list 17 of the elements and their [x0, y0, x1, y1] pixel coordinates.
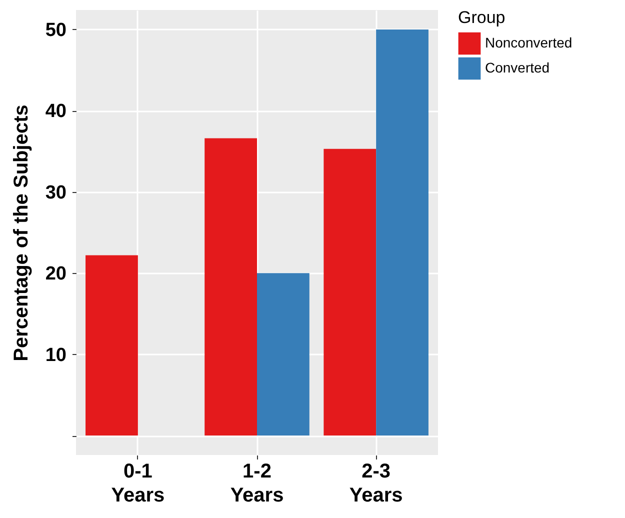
y-tick-label: 50: [45, 20, 66, 41]
legend-label: Nonconverted: [485, 34, 572, 50]
y-tick-label: 30: [45, 182, 66, 204]
legend-title: Group: [458, 8, 506, 27]
y-tick-label: 20: [45, 264, 66, 285]
x-tick-label: 1-2 Years: [230, 460, 284, 506]
y-axis-title: Percentage of the Subjects: [10, 104, 32, 362]
y-tick-label: 40: [45, 101, 66, 122]
bar: [324, 148, 376, 436]
bar: [204, 138, 257, 436]
bar: [86, 255, 138, 436]
y-tick-label: 10: [45, 344, 66, 366]
legend-label: Converted: [485, 60, 550, 76]
bar: [376, 29, 428, 436]
x-tick-label: 0-1 Years: [111, 460, 165, 506]
bar: [257, 273, 310, 436]
x-tick-label: 2-3 Years: [349, 460, 403, 506]
